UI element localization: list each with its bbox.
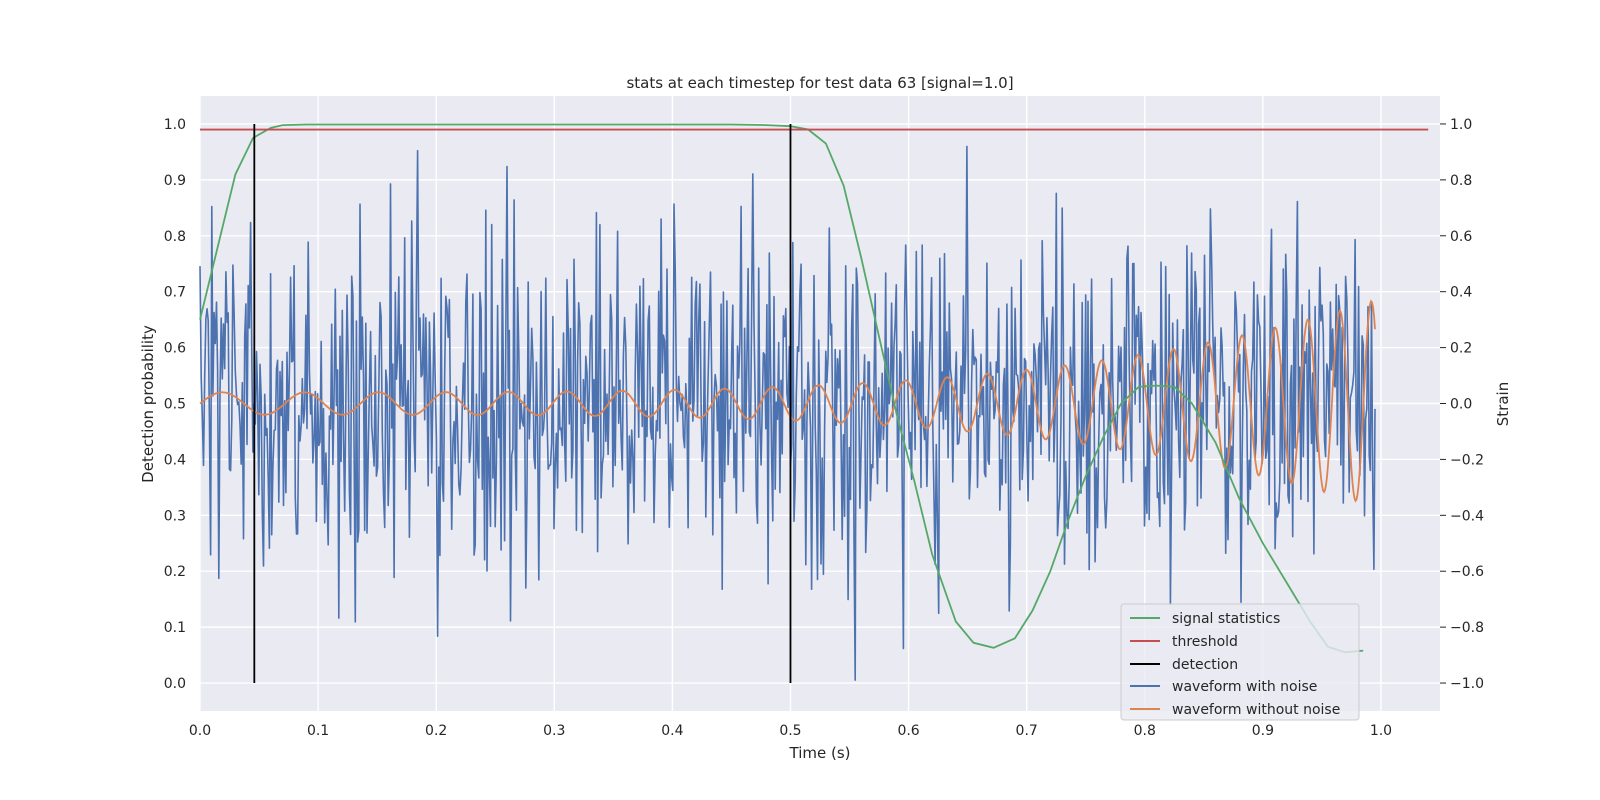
y-tick-label-right: 0.6 <box>1450 229 1472 245</box>
x-tick-label: 0.4 <box>661 723 683 739</box>
legend-label-waveform-with-noise: waveform with noise <box>1172 679 1317 695</box>
legend-label-waveform-without-noise: waveform without noise <box>1172 702 1340 718</box>
y-tick-label-left: 0.4 <box>164 452 186 468</box>
y-tick-label-right: 0.0 <box>1450 397 1472 413</box>
x-ticks: 0.0 0.1 0.2 0.3 0.4 0.5 0.6 0.7 0.8 0.9 1.0 <box>189 723 1392 739</box>
y-tick-label-left: 0.9 <box>164 173 186 189</box>
x-tick-label: 0.5 <box>779 723 801 739</box>
y-ticks-right: −1.0 −0.8 −0.6 −0.4 −0.2 0.0 0.2 0.4 0.6 0.8 1.0 <box>1440 117 1484 692</box>
y-tick-label-right: −0.2 <box>1450 452 1484 468</box>
y-tick-label-left: 0.7 <box>164 285 186 301</box>
legend-label-signal-statistics: signal statistics <box>1172 611 1280 627</box>
x-tick-label: 0.7 <box>1016 723 1038 739</box>
legend: signal statistics threshold detection wa… <box>1120 603 1360 721</box>
y-tick-label-left: 0.3 <box>164 508 186 524</box>
y-tick-label-left: 0.2 <box>164 564 186 580</box>
y-tick-label-right: 0.8 <box>1450 173 1472 189</box>
y-ticks-left: 0.0 0.1 0.2 0.3 0.4 0.5 0.6 0.7 0.8 0.9 1.0 <box>164 117 186 692</box>
y-tick-label-left: 0.8 <box>164 229 186 245</box>
y-tick-label-right: −1.0 <box>1450 676 1484 692</box>
x-tick-label: 0.0 <box>189 723 211 739</box>
y-tick-label-left: 0.6 <box>164 341 186 357</box>
legend-box <box>1120 603 1360 721</box>
y-axis-label-left: Detection probability <box>139 325 157 483</box>
y-tick-label-right: 0.4 <box>1450 285 1472 301</box>
y-axis-label-right: Strain <box>1494 382 1512 426</box>
y-tick-label-right: 0.2 <box>1450 341 1472 357</box>
chart-title: stats at each timestep for test data 63 … <box>626 74 1013 92</box>
y-tick-label-left: 0.5 <box>164 397 186 413</box>
series-signal-statistics <box>199 123 1364 654</box>
y-tick-label-right: −0.8 <box>1450 620 1484 636</box>
series-group <box>199 123 1429 684</box>
x-tick-label: 0.9 <box>1252 723 1274 739</box>
legend-label-threshold: threshold <box>1172 634 1238 650</box>
y-tick-label-left: 0.1 <box>164 620 186 636</box>
legend-label-detection: detection <box>1172 657 1238 673</box>
series-waveform-without-noise <box>199 299 1376 503</box>
y-tick-label-left: 0.0 <box>164 676 186 692</box>
x-tick-label: 0.1 <box>307 723 329 739</box>
y-tick-label-right: −0.6 <box>1450 564 1484 580</box>
series-waveform-with-noise <box>199 145 1376 681</box>
y-tick-label-left: 1.0 <box>164 117 186 133</box>
x-tick-label: 0.2 <box>425 723 447 739</box>
x-tick-label: 0.6 <box>897 723 919 739</box>
x-tick-label: 0.8 <box>1134 723 1156 739</box>
x-tick-label: 1.0 <box>1370 723 1392 739</box>
y-tick-label-right: 1.0 <box>1450 117 1472 133</box>
y-tick-label-right: −0.4 <box>1450 508 1484 524</box>
x-axis-label: Time (s) <box>789 744 851 762</box>
x-tick-label: 0.3 <box>543 723 565 739</box>
